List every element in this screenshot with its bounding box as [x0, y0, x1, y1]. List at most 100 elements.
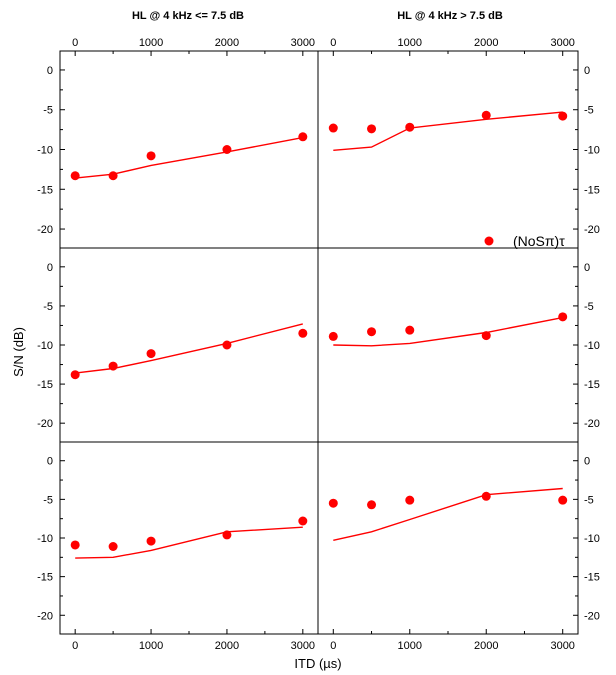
data-point [405, 122, 415, 132]
data-point [481, 110, 491, 120]
column-title-right: HL @ 4 kHz > 7.5 dB [397, 10, 503, 22]
data-point [481, 331, 491, 341]
x-tick-label: 1000 [398, 640, 422, 652]
x-tick-label: 1000 [398, 37, 422, 49]
data-point [146, 536, 156, 546]
model-line [75, 526, 303, 559]
legend-label: (NoSπ)τ [513, 233, 565, 249]
y-tick-label: -20 [37, 224, 53, 236]
model-line [333, 487, 563, 541]
y-tick-label: -15 [584, 572, 600, 584]
panel-frame [59, 441, 319, 635]
data-point [70, 370, 80, 380]
x-tick-label: 3000 [291, 37, 315, 49]
x-axis-label: ITD (µs) [294, 656, 341, 671]
panel-top-left: 0 -5 -10 -15 -20 0 1000 2000 3000 [37, 37, 319, 249]
legend: (NoSπ)τ [484, 233, 565, 249]
y-tick-label: -10 [584, 340, 600, 352]
model-line [333, 316, 563, 347]
panel-frame [59, 50, 319, 249]
data-point [108, 361, 118, 371]
x-tick-label: 0 [72, 37, 78, 49]
data-point [298, 328, 308, 338]
y-tick-label: 0 [47, 456, 53, 468]
y-axis-label: S/N (dB) [11, 327, 26, 377]
data-point [146, 349, 156, 359]
data-point [558, 495, 568, 505]
panel-middle-right: 0 -5 -10 -15 -20 [317, 247, 600, 443]
y-tick-label: -20 [37, 610, 53, 622]
x-tick-label: 3000 [550, 37, 574, 49]
panels-group: 0 -5 -10 -15 -20 0 1000 2000 3000 0 -5 -10 -15 -20 0 10… [37, 37, 600, 652]
data-point [146, 151, 156, 161]
y-tick-label: -5 [584, 301, 594, 313]
x-tick-label: 2000 [215, 640, 239, 652]
data-point [328, 498, 338, 508]
data-point [222, 530, 232, 540]
y-tick-label: -5 [43, 301, 53, 313]
y-tick-label: 0 [584, 456, 590, 468]
y-tick-label: -10 [37, 340, 53, 352]
y-tick-label: -5 [584, 105, 594, 117]
y-tick-label: 0 [584, 65, 590, 77]
column-title-left: HL @ 4 kHz <= 7.5 dB [132, 10, 244, 22]
data-point [298, 132, 308, 142]
y-tick-label: -15 [584, 379, 600, 391]
y-tick-label: -5 [43, 494, 53, 506]
model-line [75, 323, 303, 374]
y-tick-label: -15 [37, 184, 53, 196]
y-tick-label: -10 [584, 533, 600, 545]
x-tick-label: 0 [72, 640, 78, 652]
data-point [367, 500, 377, 510]
data-point [328, 123, 338, 133]
x-tick-label: 0 [330, 37, 336, 49]
panel-middle-left: 0 -5 -10 -15 -20 [37, 247, 319, 443]
y-tick-label: -20 [584, 224, 600, 236]
panel-frame [59, 247, 319, 443]
y-tick-label: -10 [584, 145, 600, 157]
y-tick-label: -5 [584, 494, 594, 506]
data-point [70, 171, 80, 181]
data-point [108, 171, 118, 181]
data-point [222, 145, 232, 154]
x-tick-label: 2000 [474, 640, 498, 652]
model-line [75, 136, 303, 179]
x-tick-label: 3000 [291, 640, 315, 652]
data-point [222, 340, 232, 350]
data-point [367, 327, 377, 337]
y-tick-label: 0 [584, 262, 590, 274]
data-point [405, 325, 415, 335]
y-tick-label: -15 [37, 572, 53, 584]
x-tick-label: 1000 [139, 640, 163, 652]
y-tick-label: -15 [584, 184, 600, 196]
x-tick-label: 1000 [139, 37, 163, 49]
data-point [367, 124, 377, 134]
panel-frame [317, 441, 579, 635]
y-tick-label: -20 [37, 418, 53, 430]
model-line [333, 111, 563, 151]
x-tick-label: 2000 [215, 37, 239, 49]
data-point [405, 495, 415, 505]
data-point [558, 111, 568, 121]
panel-frame [317, 50, 579, 249]
data-point [558, 312, 568, 322]
legend-marker [484, 236, 494, 246]
y-tick-label: 0 [47, 65, 53, 77]
y-tick-label: -5 [43, 105, 53, 117]
panel-bottom-left: 0 -5 -10 -15 -20 0 1000 2000 3000 [37, 441, 319, 652]
data-point [328, 331, 338, 341]
y-tick-label: -20 [584, 610, 600, 622]
x-tick-label: 3000 [550, 640, 574, 652]
y-tick-label: -10 [37, 533, 53, 545]
x-tick-label: 0 [330, 640, 336, 652]
x-tick-label: 2000 [474, 37, 498, 49]
data-point [481, 491, 491, 501]
y-tick-label: 0 [47, 262, 53, 274]
y-tick-label: -20 [584, 418, 600, 430]
data-point [70, 540, 80, 550]
panel-bottom-right: 0 -5 -10 -15 -20 0 1000 2000 3000 [317, 441, 600, 652]
y-tick-label: -10 [37, 145, 53, 157]
data-point [298, 516, 308, 526]
y-tick-label: -15 [37, 379, 53, 391]
